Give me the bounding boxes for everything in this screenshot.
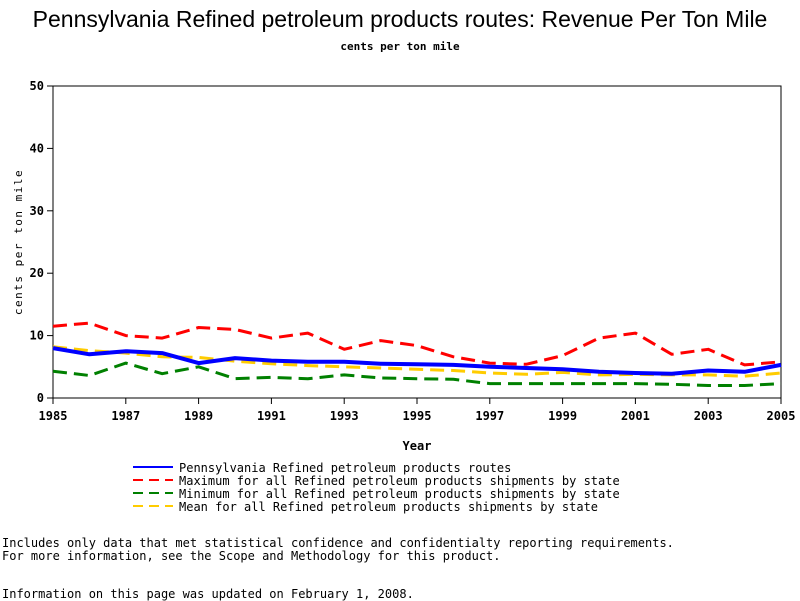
series-line-mean <box>52 345 782 378</box>
legend-pennsylvania-label: Pennsylvania Refined petroleum products … <box>179 461 511 475</box>
x-axis-label: Year <box>403 439 432 453</box>
chart-title: Pennsylvania Refined petroleum products … <box>32 6 768 32</box>
y-tick-label: 0 <box>37 391 44 405</box>
x-tick-label: 1987 <box>111 409 140 423</box>
series-line-pennsylvania <box>52 346 782 376</box>
x-tick-label: 2003 <box>694 409 723 423</box>
x-tick-label: 1997 <box>475 409 504 423</box>
update-note: Information on this page was updated on … <box>2 587 414 601</box>
x-tick-label: 1985 <box>39 409 68 423</box>
x-tick-label: 1991 <box>257 409 286 423</box>
y-tick-label: 10 <box>30 329 44 343</box>
legend-mean-label: Mean for all Refined petroleum products … <box>179 500 598 514</box>
methodology-note: For more information, see the Scope and … <box>2 549 501 563</box>
y-tick-label: 30 <box>30 204 44 218</box>
x-tick-label: 2005 <box>767 409 796 423</box>
series-line-minimum <box>52 361 782 387</box>
chart-subtitle: cents per ton mile <box>340 40 460 53</box>
x-tick-label: 1989 <box>184 409 213 423</box>
y-tick-label: 20 <box>30 266 44 280</box>
y-tick-label: 40 <box>30 141 44 155</box>
series-line-maximum <box>52 321 782 367</box>
x-tick-label: 2001 <box>621 409 650 423</box>
confidentiality-note: Includes only data that met statistical … <box>2 536 674 550</box>
legend-maximum-label: Maximum for all Refined petroleum produc… <box>179 474 620 488</box>
legend-minimum-label: Minimum for all Refined petroleum produc… <box>179 487 620 501</box>
x-tick-label: 1993 <box>330 409 359 423</box>
y-axis-label: cents per ton mile <box>12 169 25 315</box>
y-tick-label: 50 <box>30 79 44 93</box>
x-tick-label: 1999 <box>548 409 577 423</box>
x-tick-label: 1995 <box>403 409 432 423</box>
